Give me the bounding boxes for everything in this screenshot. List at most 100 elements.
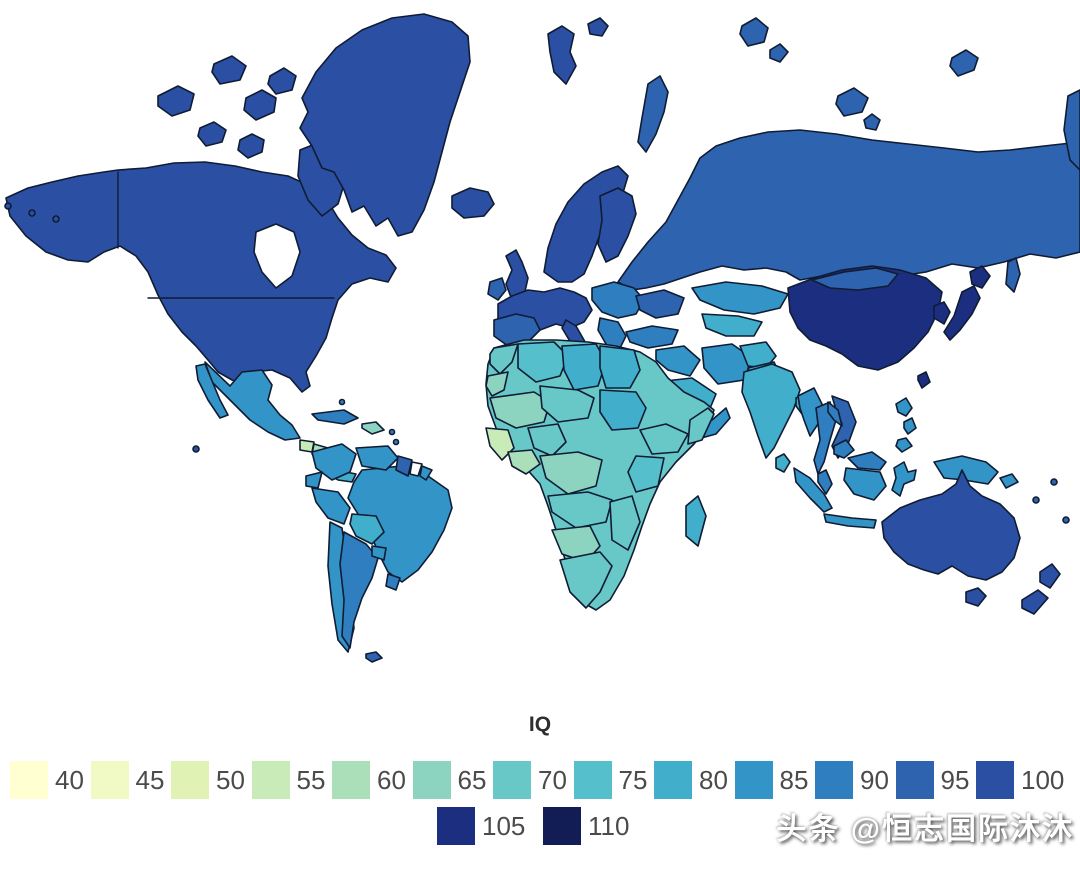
region-eastern-europe <box>591 281 645 319</box>
region-china <box>787 265 943 371</box>
legend-value: 90 <box>860 764 889 795</box>
region-mexico <box>204 361 301 441</box>
region-philippines <box>903 417 917 435</box>
region-peru <box>311 487 351 525</box>
legend-item: 45 <box>90 761 172 799</box>
legend-value: 70 <box>538 764 567 795</box>
region-kazakhstan <box>691 281 789 315</box>
legend-swatch <box>171 761 209 799</box>
region-arctic-island <box>157 85 195 117</box>
region-sudan <box>599 389 647 431</box>
region-baja-california <box>195 363 229 419</box>
legend-swatch <box>573 761 612 799</box>
region-sri-lanka <box>775 453 791 473</box>
legend-swatch <box>251 761 290 799</box>
region-central-asia <box>701 313 763 337</box>
region-congo-basin <box>539 451 603 495</box>
region-malaysia <box>817 469 833 495</box>
legend-swatch <box>437 807 475 845</box>
region-pacific-islands <box>1062 516 1070 524</box>
region-mauritania-mali <box>489 391 551 429</box>
region-uruguay <box>385 573 401 591</box>
region-turkey <box>625 325 679 349</box>
region-russia <box>863 113 881 131</box>
legend-value: 60 <box>377 764 406 795</box>
region-venezuela <box>355 445 399 471</box>
region-indonesia <box>891 461 917 497</box>
legend-item: 105 <box>437 807 543 845</box>
region-iraq-syria <box>655 345 701 377</box>
legend-value: 85 <box>779 764 809 795</box>
region-caribbean-islands <box>338 398 346 406</box>
watermark-text: 头条 @恒志国际沐沐 <box>776 813 1074 846</box>
region-ecuador <box>305 471 323 489</box>
region-west-africa-coast <box>507 449 541 475</box>
region-algeria <box>517 341 569 383</box>
region-nigeria <box>527 423 567 457</box>
legend-value: 105 <box>482 810 526 841</box>
region-bolivia <box>349 513 385 545</box>
region-japan <box>943 285 981 341</box>
region-japan <box>969 265 991 289</box>
region-russia <box>949 49 979 77</box>
region-papua-new-guinea <box>999 473 1019 489</box>
region-russia <box>637 75 669 153</box>
region-russia <box>1063 89 1080 171</box>
region-indonesia <box>793 467 833 513</box>
region-indonesia <box>843 467 887 501</box>
region-guyana <box>395 455 413 477</box>
region-niger-chad <box>539 385 595 423</box>
region-taiwan <box>917 371 931 389</box>
legend-value: 50 <box>216 764 245 795</box>
region-malaysia <box>847 451 887 471</box>
region-arctic-island <box>211 55 247 85</box>
legend-item: 110 <box>543 807 649 845</box>
legend-item: 60 <box>332 761 413 799</box>
legend-value: 65 <box>457 764 487 795</box>
region-falkland-islands <box>365 651 383 663</box>
legend-item: 50 <box>171 761 252 799</box>
legend-value: 95 <box>940 764 970 795</box>
legend-swatch <box>10 761 48 799</box>
world-map <box>4 13 1080 663</box>
legend-value: 80 <box>699 764 728 795</box>
region-western-sahara <box>485 371 509 397</box>
region-arctic-island <box>197 121 227 147</box>
region-russia <box>769 43 789 63</box>
region-indonesia <box>823 513 877 529</box>
region-kenya-tanzania <box>627 455 665 493</box>
region-canada-usa <box>5 161 397 393</box>
region-south-africa <box>559 551 613 609</box>
legend-swatch <box>412 761 451 799</box>
region-arctic-island <box>267 67 297 95</box>
region-brazil <box>347 465 453 583</box>
region-philippines <box>895 437 913 453</box>
region-russia <box>739 17 769 47</box>
region-french-guiana <box>419 465 433 481</box>
legend-value: 45 <box>135 764 165 795</box>
region-arctic-island <box>4 202 12 210</box>
region-myanmar <box>797 387 823 437</box>
legend-item: 65 <box>412 761 494 799</box>
region-angola-zambia <box>547 491 613 529</box>
region-cambodia <box>833 439 855 459</box>
region-mongolia <box>811 267 899 291</box>
region-zimbabwe-mozambique <box>609 495 641 551</box>
region-libya <box>561 343 607 391</box>
region-iceland <box>451 187 495 219</box>
legend-item: 85 <box>734 761 816 799</box>
legend-swatch <box>654 761 692 799</box>
region-arctic-island <box>192 445 200 453</box>
region-ukraine <box>635 289 685 319</box>
legend-item: 90 <box>815 761 896 799</box>
region-cuba <box>311 409 359 425</box>
legend-value: 110 <box>588 810 630 841</box>
region-new-zealand <box>1021 589 1049 615</box>
region-papua-new-guinea <box>933 455 999 485</box>
region-arctic-island <box>243 89 277 121</box>
legend-item: 100 <box>976 761 1064 799</box>
region-philippines <box>895 397 913 417</box>
region-greenland <box>299 13 471 237</box>
region-india <box>741 363 801 459</box>
